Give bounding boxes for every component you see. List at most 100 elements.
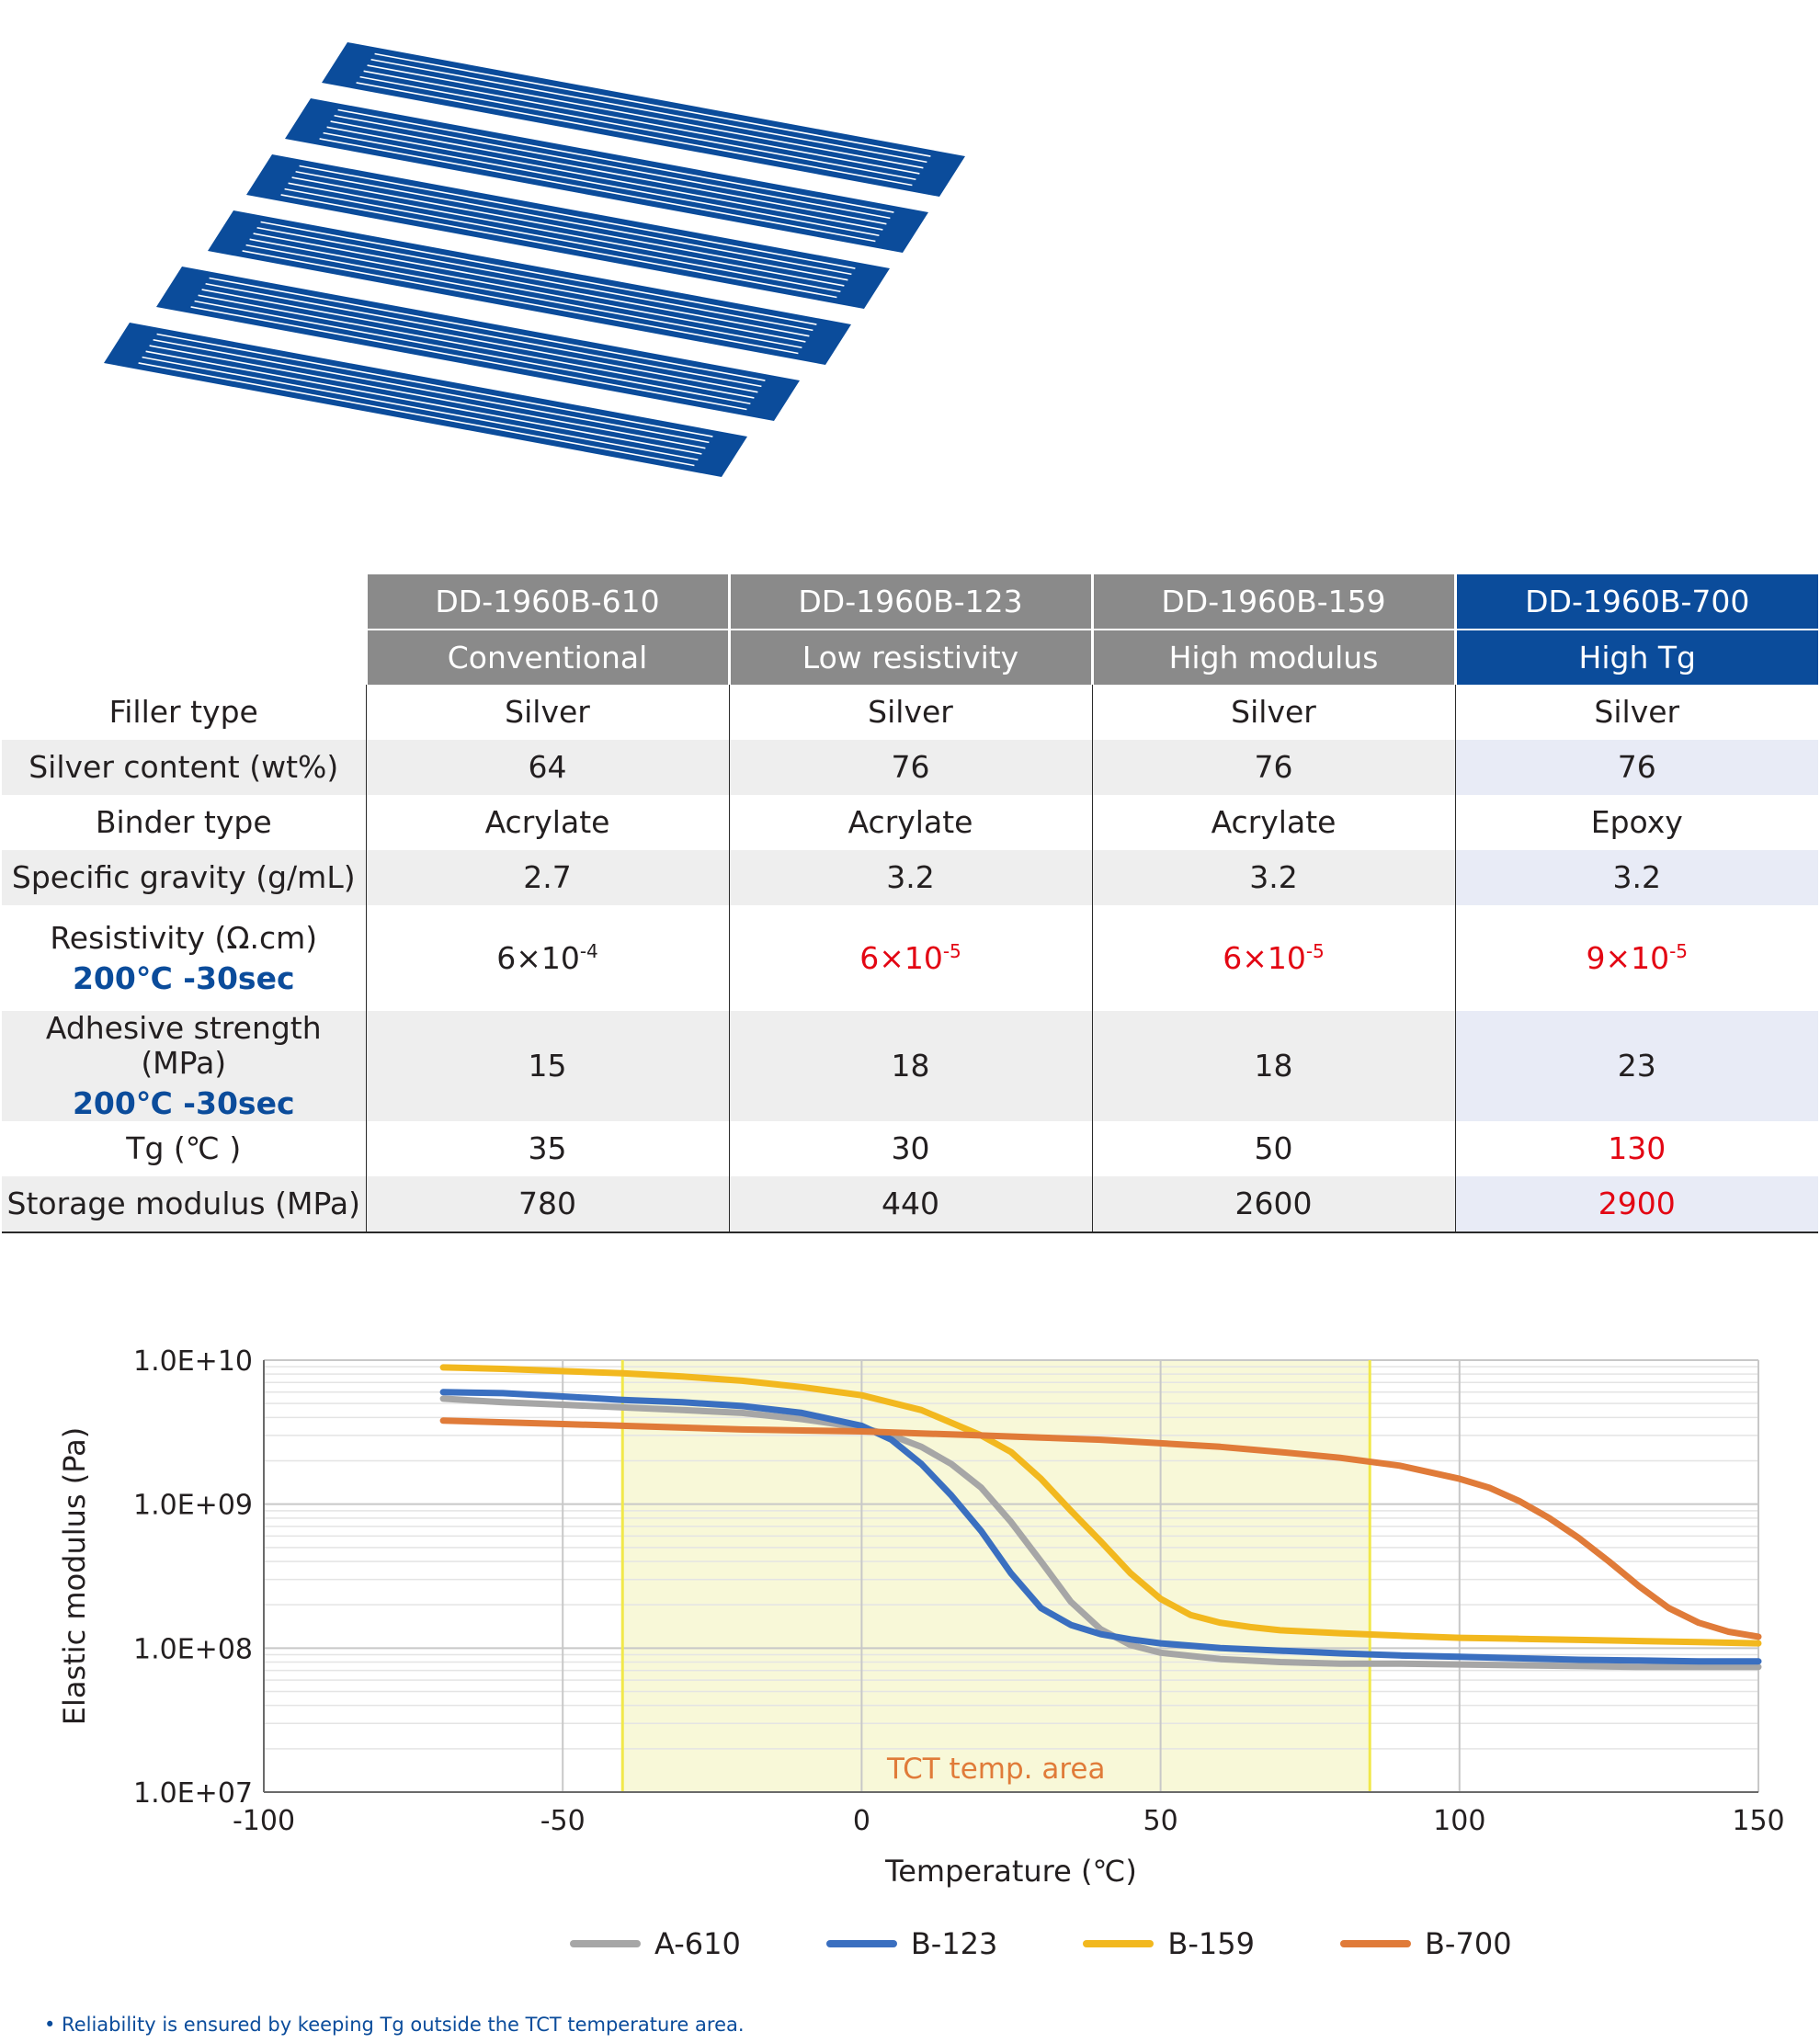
elastic-modulus-chart: TCT temp. area 1.0E+07 1.0E+08 1.0E+09 1.0E+… xyxy=(57,1345,1785,1889)
resistivity-exponent: -5 xyxy=(1305,939,1325,962)
ribbon-strip xyxy=(246,154,890,309)
cell-value: 15 xyxy=(365,1011,729,1121)
cell-value: 30 xyxy=(728,1120,1092,1176)
x-tick-label: -50 xyxy=(540,1805,586,1837)
row-label-text: Adhesive strength (MPa) xyxy=(45,1010,322,1081)
cell-value: 3.2 xyxy=(1091,850,1455,905)
row-silver-content: Silver content (wt%) 64 76 76 76 xyxy=(2,740,1818,795)
ribbon-groove xyxy=(145,350,702,455)
ribbon-groove xyxy=(149,345,706,449)
table-corner xyxy=(2,574,366,630)
resistivity-mantissa: 6×10 xyxy=(496,939,580,976)
cell-value: 6×10-5 xyxy=(1091,905,1455,1011)
cell-value: 440 xyxy=(728,1175,1092,1233)
x-tick-label: 50 xyxy=(1143,1805,1178,1837)
cell-value: 3.2 xyxy=(1454,850,1818,905)
ribbon-groove xyxy=(242,250,799,355)
ribbon-groove xyxy=(153,338,710,444)
ribbon-groove xyxy=(334,114,891,220)
product-spec-table: DD-1960B-610 DD-1960B-123 DD-1960B-159 D… xyxy=(2,574,1818,1233)
cell-value: 50 xyxy=(1091,1120,1455,1176)
legend-item-a610: A-610 xyxy=(570,1926,741,1961)
ribbon-body xyxy=(156,267,800,421)
ribbon-body xyxy=(104,323,747,477)
cell-value: 130 xyxy=(1454,1120,1818,1176)
cell-value: Silver xyxy=(1454,685,1818,740)
resistivity-mantissa: 6×10 xyxy=(1223,939,1306,976)
ribbon-groove xyxy=(280,194,837,299)
ribbon-groove xyxy=(205,282,762,388)
product-desc-123: Low resistivity xyxy=(727,630,1092,685)
row-resistivity: Resistivity (Ω.cm) 200℃ -30sec 6×10-4 6×… xyxy=(2,905,1818,1011)
ribbon-groove xyxy=(156,333,713,437)
cure-condition: 200℃ -30sec xyxy=(72,1084,295,1121)
ribbon-groove xyxy=(209,277,766,381)
product-code-610: DD-1960B-610 xyxy=(364,574,729,630)
resistivity-exponent: -4 xyxy=(579,939,598,962)
series-line-a-610 xyxy=(439,1395,1762,1671)
product-code-row: DD-1960B-610 DD-1960B-123 DD-1960B-159 D… xyxy=(2,574,1818,630)
product-desc-159: High modulus xyxy=(1090,630,1455,685)
cell-value: 2600 xyxy=(1091,1175,1455,1233)
cell-value: 23 xyxy=(1454,1011,1818,1121)
product-desc-610: Conventional xyxy=(364,630,729,685)
y-tick-label: 1.0E+09 xyxy=(133,1490,253,1522)
resistivity-mantissa: 9×10 xyxy=(1586,939,1670,976)
cell-value: Silver xyxy=(365,685,729,740)
ribbon-body xyxy=(208,210,851,365)
cell-value: 76 xyxy=(1454,740,1818,795)
row-label: Storage modulus (MPa) xyxy=(2,1175,366,1233)
cell-value: Silver xyxy=(728,685,1092,740)
cell-value: 18 xyxy=(1091,1011,1455,1121)
ribbon-body xyxy=(285,98,928,253)
ribbon-groove xyxy=(194,300,751,405)
ribbon-groove xyxy=(245,244,802,349)
x-tick-label: 100 xyxy=(1433,1805,1485,1837)
product-code-159: DD-1960B-159 xyxy=(1090,574,1455,630)
row-specific-gravity: Specific gravity (g/mL) 2.7 3.2 3.2 3.2 xyxy=(2,850,1818,905)
ribbon-groove xyxy=(260,221,817,325)
row-filler-type: Filler type Silver Silver Silver Silver xyxy=(2,685,1818,740)
x-tick-label: 150 xyxy=(1732,1805,1784,1837)
ribbon-groove xyxy=(367,64,924,169)
ribbon-body xyxy=(246,154,890,309)
ribbon-strip xyxy=(208,210,851,365)
y-tick-label: 1.0E+07 xyxy=(133,1777,253,1810)
resistivity-mantissa: 6×10 xyxy=(859,939,943,976)
ribbon-strip xyxy=(285,98,928,253)
ribbon-groove xyxy=(253,233,810,337)
row-label: Silver content (wt%) xyxy=(2,740,366,795)
row-label: Binder type xyxy=(95,804,272,841)
y-tick-label: 1.0E+10 xyxy=(133,1345,253,1378)
x-tick-label: -100 xyxy=(233,1805,295,1837)
y-tick-label: 1.0E+08 xyxy=(133,1633,253,1665)
ribbon-groove xyxy=(295,170,852,276)
cell-value: 18 xyxy=(728,1011,1092,1121)
row-label-text: Resistivity (Ω.cm) xyxy=(50,919,318,956)
legend-item-b700: B-700 xyxy=(1339,1926,1512,1961)
ribbon-strip xyxy=(156,267,800,421)
cell-value: Acrylate xyxy=(728,795,1092,850)
ribbon-groove xyxy=(201,289,758,393)
ribbon-groove xyxy=(326,126,883,231)
ribbon-strip xyxy=(104,323,747,477)
ribbon-groove xyxy=(330,120,887,225)
row-label: Resistivity (Ω.cm) 200℃ -30sec xyxy=(2,905,366,1011)
ribbon-groove xyxy=(356,82,913,187)
ribbon-groove xyxy=(363,70,920,175)
cell-value: 3.2 xyxy=(728,850,1092,905)
row-tg: Tg (℃ ) 35 30 50 130 xyxy=(2,1120,1818,1176)
cell-value: 76 xyxy=(1091,740,1455,795)
y-axis-title: Elastic modulus (Pa) xyxy=(57,1427,92,1725)
tct-area xyxy=(622,1360,1371,1792)
table-corner-lower xyxy=(2,630,366,685)
chart-legend: A-610 B-123 B-159 B-700 xyxy=(570,1925,1598,1962)
ribbon-groove xyxy=(291,176,848,281)
resistivity-exponent: -5 xyxy=(942,939,961,962)
cell-value: 35 xyxy=(365,1120,729,1176)
ribbon-groove xyxy=(190,306,747,411)
ribbon-groove xyxy=(337,108,894,213)
series-line-b-159 xyxy=(439,1364,1762,1647)
x-tick-label: 0 xyxy=(853,1805,870,1837)
ribbon-groove xyxy=(374,52,931,157)
